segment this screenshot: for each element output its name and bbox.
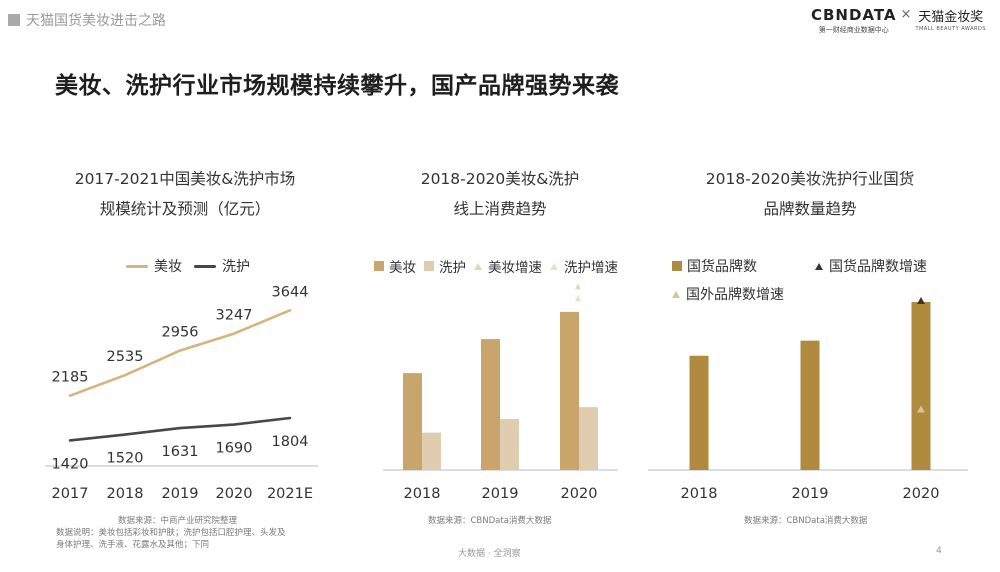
legend-item-care-growth: 洗护增速 — [550, 256, 618, 276]
x-tick-label: 2019 — [792, 486, 829, 502]
chart3-legend-row2: 国外品牌数增速 — [672, 284, 796, 304]
chart2-title: 2018-2020美妆&洗护 线上消费趋势 — [380, 164, 620, 224]
legend-item-foreign-growth: 国外品牌数增速 — [672, 284, 784, 304]
legend-label-care-bar: 洗护 — [439, 260, 466, 276]
data-label: 1804 — [272, 434, 309, 450]
legend-label-care: 洗护 — [222, 259, 250, 275]
chart1-note-line2: 身体护理、洗手液、花露水及其他；下同 — [56, 540, 210, 550]
data-label: 1420 — [52, 456, 89, 472]
chart2-source: 数据来源：CBNData消费大数据 — [428, 516, 552, 526]
page-title: 美妆、洗护行业市场规模持续攀升，国产品牌强势来袭 — [55, 73, 619, 99]
partner-logos: CBNDATA 第一财经商业数据中心 × 天猫金妆奖 TMALL BEAUTY … — [811, 6, 986, 35]
cbndata-logo: CBNDATA 第一财经商业数据中心 — [811, 6, 897, 35]
bar-care — [500, 419, 519, 470]
legend-triangle-care-growth-icon — [550, 262, 558, 270]
legend-label-beauty: 美妆 — [154, 259, 182, 275]
chart2-title-line1: 2018-2020美妆&洗护 — [420, 170, 580, 188]
chart1-line: 2185 2535 2956 3247 3644 1420 1520 1631 1690 1804… — [45, 284, 318, 502]
legend-item-brand-count: 国货品牌数 — [672, 256, 757, 276]
bar-brand-count — [911, 302, 931, 470]
chart1-title-line2: 规模统计及预测（亿元） — [99, 200, 271, 218]
legend-item-beauty: 美妆 — [126, 256, 182, 276]
legend-label-brand-count: 国货品牌数 — [687, 259, 757, 275]
legend-item-brand-growth: 国货品牌数增速 — [815, 256, 927, 276]
legend-label-beauty-bar: 美妆 — [389, 260, 416, 276]
legend-line-beauty-icon — [126, 264, 148, 268]
cbndata-logo-subtitle: 第一财经商业数据中心 — [818, 26, 889, 34]
chart3-title-line1: 2018-2020美妆洗护行业国货 — [705, 170, 915, 188]
data-label: 2535 — [107, 349, 144, 365]
page-number: 4 — [936, 546, 942, 556]
legend-swatch-beauty-icon — [374, 261, 384, 271]
chart1-title: 2017-2021中国美妆&洗护市场 规模统计及预测（亿元） — [40, 164, 330, 224]
bar-beauty — [481, 339, 500, 470]
x-tick-label: 2019 — [162, 486, 199, 502]
chart1-legend: 美妆 洗护 — [126, 256, 262, 276]
legend-label-beauty-growth: 美妆增速 — [488, 260, 542, 276]
chart3-legend: 国货品牌数 国货品牌数增速 — [672, 256, 939, 276]
series-line-care — [68, 416, 292, 442]
bar-beauty — [403, 373, 422, 470]
data-label: 1690 — [216, 441, 253, 457]
bar-brand-count — [800, 340, 820, 470]
chart1-title-line1: 2017-2021中国美妆&洗护市场 — [74, 170, 296, 188]
data-label: 1631 — [162, 444, 199, 460]
data-label: 1520 — [107, 451, 144, 467]
data-label: 3644 — [272, 284, 309, 300]
x-tick-label: 2018 — [404, 486, 441, 502]
legend-label-care-growth: 洗护增速 — [564, 260, 618, 276]
chart1-source: 数据来源：中商产业研究院整理 — [118, 516, 238, 526]
tmall-award-logo-text: 天猫金妆奖 — [918, 10, 984, 25]
tmall-award-logo-subtitle: TMALL BEAUTY AWARDS — [915, 26, 986, 32]
bar-care — [579, 407, 598, 470]
footer-slogan: 大数据 · 全洞察 — [458, 549, 521, 559]
chart3-title: 2018-2020美妆洗护行业国货 品牌数量趋势 — [680, 164, 940, 224]
cbndata-logo-text: CBNDATA — [810, 6, 897, 24]
x-tick-label: 2020 — [561, 486, 598, 502]
breadcrumb-square-icon — [8, 14, 20, 26]
bar-care — [422, 432, 441, 470]
chart2-legend: 美妆 洗护 美妆增速 洗护增速 — [374, 256, 618, 276]
data-label: 2185 — [52, 370, 89, 386]
chart3-title-line2: 品牌数量趋势 — [763, 200, 857, 218]
growth-marker-domestic — [917, 297, 925, 304]
chart3-bar: 2018 2019 2020 — [648, 297, 968, 502]
bar-beauty — [560, 311, 579, 470]
growth-marker-beauty — [575, 283, 581, 290]
x-tick-label: 2020 — [216, 486, 253, 502]
x-tick-label: 2021E — [267, 486, 313, 502]
legend-label-brand-growth: 国货品牌数增速 — [829, 259, 927, 275]
x-tick-label: 2018 — [681, 486, 718, 502]
series-line-beauty — [68, 308, 292, 398]
legend-label-foreign-growth: 国外品牌数增速 — [686, 287, 784, 303]
legend-triangle-beauty-growth-icon — [474, 262, 482, 270]
legend-item-care: 洗护 — [194, 256, 250, 276]
data-label: 2956 — [162, 325, 199, 341]
breadcrumb-text: 天猫国货美妆进击之路 — [26, 13, 166, 29]
chart2-title-line2: 线上消费趋势 — [453, 200, 547, 218]
logo-separator: × — [900, 7, 912, 22]
breadcrumb: 天猫国货美妆进击之路 — [8, 10, 166, 30]
legend-triangle-foreign-growth-icon — [672, 290, 680, 298]
legend-item-beauty-growth: 美妆增速 — [474, 256, 542, 276]
legend-item-care-bar: 洗护 — [424, 256, 466, 276]
growth-marker-foreign — [917, 405, 925, 413]
chart2-bar: 2018 2019 2020 — [383, 283, 618, 502]
chart1-note-line1: 数据说明：美妆包括彩妆和护肤；洗护包括口腔护理、头发及 — [56, 528, 286, 538]
x-tick-label: 2020 — [903, 486, 940, 502]
x-tick-label: 2019 — [482, 486, 519, 502]
x-tick-label: 2018 — [107, 486, 144, 502]
legend-swatch-care-icon — [424, 261, 434, 271]
legend-item-beauty-bar: 美妆 — [374, 256, 416, 276]
data-label: 3247 — [216, 308, 253, 324]
legend-swatch-brand-count-icon — [672, 261, 682, 271]
growth-marker-care — [575, 295, 581, 302]
tmall-award-logo: 天猫金妆奖 TMALL BEAUTY AWARDS — [915, 6, 986, 32]
chart3-source: 数据来源：CBNData消费大数据 — [744, 516, 868, 526]
legend-line-care-icon — [194, 264, 216, 268]
x-tick-label: 2017 — [52, 486, 89, 502]
bar-brand-count — [689, 355, 709, 470]
legend-triangle-brand-growth-icon — [815, 262, 823, 270]
